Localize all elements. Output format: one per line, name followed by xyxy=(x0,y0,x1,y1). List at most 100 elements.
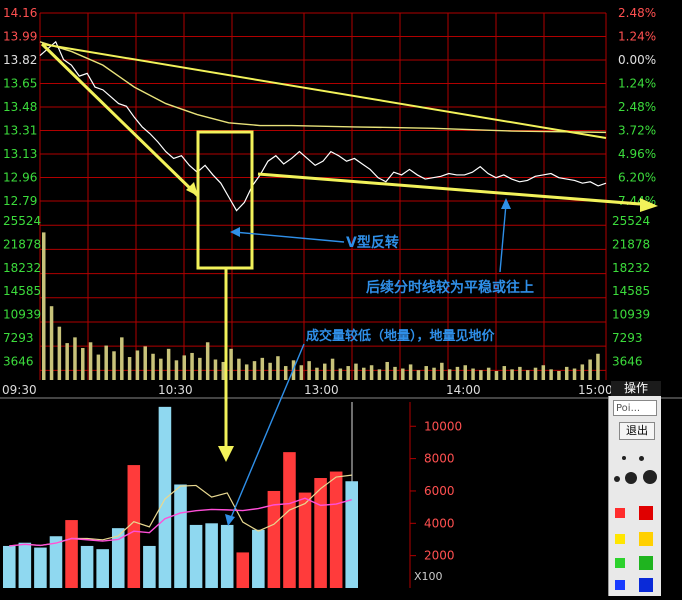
intraday-volume-bar xyxy=(424,366,428,380)
color-swatch-green[interactable] xyxy=(615,558,625,568)
pen-dot-medium-icon[interactable] xyxy=(614,476,620,482)
exit-button[interactable]: 退出 xyxy=(619,422,655,440)
daily-volume-bar xyxy=(111,528,125,588)
daily-volume-tick-label: 4000 xyxy=(424,516,455,530)
price-tick-label: 12.96 xyxy=(3,171,37,185)
price-tick-label: 13.82 xyxy=(3,53,37,67)
intraday-volume-bar xyxy=(276,356,280,380)
intraday-volume-bar xyxy=(479,370,483,380)
intraday-volume-bar xyxy=(88,342,93,380)
intraday-volume-bar xyxy=(104,345,108,380)
time-tick-label: 14:00 xyxy=(446,383,481,397)
color-swatch-yellow[interactable] xyxy=(639,532,653,546)
pen-dot-small-icon[interactable] xyxy=(639,456,644,461)
volume-pointer-arrowhead xyxy=(225,514,235,526)
intraday-volume-bar xyxy=(299,365,304,380)
reversal-box xyxy=(196,130,254,270)
intraday-volume-bar xyxy=(135,350,140,380)
intraday-volume-bar xyxy=(283,366,288,380)
intraday-volume-bar xyxy=(447,369,452,380)
color-swatch-blue[interactable] xyxy=(615,580,625,590)
color-swatch-green[interactable] xyxy=(639,556,653,570)
daily-volume-bar xyxy=(34,547,47,588)
pen-dot-xlarge-icon[interactable] xyxy=(643,470,657,484)
intraday-volume-bar xyxy=(440,362,444,380)
down-pointer-arrowhead xyxy=(218,446,234,462)
intraday-volume-bar xyxy=(486,367,491,380)
volume-tick-label: 3646 xyxy=(3,354,34,368)
percent-axis-ticks: 2.48% 1.24% 0.00% 1.24% 2.48% 3.72% 4.96% 6.20%… xyxy=(612,6,656,368)
after-trend-label: 后续分时线较为平稳或往上 xyxy=(366,279,534,296)
reversal-pointer-arrowhead xyxy=(230,227,240,237)
intraday-volume-bar xyxy=(112,351,116,380)
color-swatch-blue[interactable] xyxy=(639,578,653,592)
daily-volume-tick-label: 10000 xyxy=(424,419,462,433)
intraday-volume-bar xyxy=(143,346,147,380)
time-tick-label: 10:30 xyxy=(158,383,193,397)
color-swatch-yellow[interactable] xyxy=(615,534,625,544)
volume-tick-label: 10939 xyxy=(3,308,41,322)
daily-volume-bar xyxy=(158,406,172,588)
daily-volume-tick-label: 6000 xyxy=(424,484,455,498)
volume-tick-label: 21878 xyxy=(3,237,41,251)
intraday-volume-bar xyxy=(549,369,553,380)
volume-note-label: 成交量较低（地量），地量见地价 xyxy=(306,328,496,344)
intraday-volume-bar xyxy=(96,354,101,380)
price-tick-label: 13.99 xyxy=(3,30,37,44)
volume-tick-label: 14585 xyxy=(3,284,41,298)
intraday-volume-bar xyxy=(315,367,319,380)
pen-dot-small-icon[interactable] xyxy=(622,456,626,460)
daily-volume-tick-label: 2000 xyxy=(424,549,455,563)
volume-tick-label-right: 25524 xyxy=(612,214,650,228)
daily-volume-bar xyxy=(205,523,218,588)
time-axis-ticks: 09:30 10:30 13:00 14:00 15:00 xyxy=(2,383,613,397)
daily-volume-bar xyxy=(298,492,312,588)
color-swatch-red[interactable] xyxy=(615,508,625,518)
color-swatch-red[interactable] xyxy=(639,506,653,520)
average-price-line xyxy=(39,41,607,134)
price-tick-label: 14.16 xyxy=(3,6,37,20)
operate-button[interactable]: 操作 xyxy=(611,381,661,396)
intraday-volume-bar xyxy=(323,363,327,380)
intraday-volume-bar xyxy=(393,366,397,380)
intraday-volume-bar xyxy=(229,348,233,380)
pen-dot-large-icon[interactable] xyxy=(625,472,637,484)
daily-volume-bar xyxy=(127,465,141,588)
intraday-volume-bar xyxy=(354,363,358,380)
price-lines xyxy=(39,40,607,212)
intraday-volume-bar xyxy=(57,326,62,380)
daily-volume-bar xyxy=(283,452,296,588)
percent-tick-label: 1.24% xyxy=(618,30,656,44)
volume-unit-label: X100 xyxy=(414,570,443,583)
percent-tick-label: 0.00% xyxy=(618,53,656,67)
intraday-volume-bar xyxy=(510,369,514,380)
intraday-volume-bar xyxy=(502,366,507,380)
volume-tick-label-right: 3646 xyxy=(612,354,643,368)
v-reversal-label: V型反转 xyxy=(346,234,399,251)
daily-volume-bar xyxy=(345,481,358,588)
daily-volume-bar xyxy=(252,529,265,588)
intraday-volume-bar xyxy=(596,353,600,380)
intraday-volume-bar xyxy=(252,361,257,380)
volume-tick-label-right: 18232 xyxy=(612,261,650,275)
daily-volume-bar xyxy=(49,536,63,588)
intraday-volume-bar xyxy=(213,359,218,380)
volume-tick-label-right: 14585 xyxy=(612,284,650,298)
reversal-pointer-line xyxy=(233,231,345,243)
intraday-volume-bar xyxy=(190,352,194,380)
daily-volume-bar xyxy=(267,490,281,588)
intraday-volume-bar xyxy=(463,365,467,380)
volume-pointer-line xyxy=(229,343,305,521)
flat-trend-line xyxy=(257,172,641,206)
percent-tick-label: 2.48% xyxy=(618,6,656,20)
toolbar-input[interactable]: Poi... xyxy=(613,400,657,416)
price-axis-ticks: 14.16 13.99 13.82 13.65 13.48 13.31 13.13 12.96… xyxy=(3,6,41,368)
daily-volume-tick-label: 8000 xyxy=(424,452,455,466)
price-tick-label: 13.48 xyxy=(3,100,37,114)
intraday-volume-bar xyxy=(174,360,179,380)
intraday-volume-bar xyxy=(518,366,522,380)
intraday-volume-bar xyxy=(42,232,46,380)
intraday-volume-bar xyxy=(369,365,374,380)
